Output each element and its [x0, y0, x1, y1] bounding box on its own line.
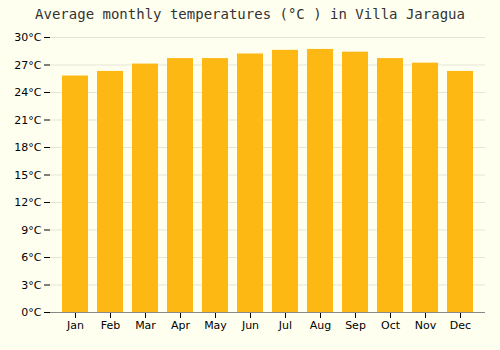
- svg-text:Mar: Mar: [135, 319, 156, 332]
- svg-text:Jan: Jan: [66, 319, 84, 332]
- svg-text:21°C: 21°C: [14, 114, 41, 127]
- svg-text:0°C: 0°C: [21, 306, 41, 319]
- svg-text:Dec: Dec: [450, 319, 471, 332]
- svg-text:Jun: Jun: [241, 319, 259, 332]
- svg-text:15°C: 15°C: [14, 169, 41, 182]
- svg-text:27°C: 27°C: [14, 59, 41, 72]
- svg-text:Nov: Nov: [415, 319, 437, 332]
- svg-text:18°C: 18°C: [14, 141, 41, 154]
- svg-text:May: May: [204, 319, 227, 332]
- svg-text:Feb: Feb: [101, 319, 120, 332]
- svg-text:Sep: Sep: [345, 319, 366, 332]
- svg-text:30°C: 30°C: [14, 31, 41, 44]
- html-text:Average monthly temperatures (: Average monthly temperatures (°C ) in Vi…: [35, 6, 465, 22]
- svg-text:9°C: 9°C: [21, 224, 41, 237]
- svg-text:Aug: Aug: [310, 319, 331, 332]
- svg-text:24°C: 24°C: [14, 86, 41, 99]
- svg-text:Oct: Oct: [381, 319, 401, 332]
- svg-text:12°C: 12°C: [14, 196, 41, 209]
- svg-text:3°C: 3°C: [21, 279, 41, 292]
- svg-text:Jul: Jul: [278, 319, 292, 332]
- svg-text:6°C: 6°C: [21, 251, 41, 264]
- svg-text:Apr: Apr: [171, 319, 191, 332]
